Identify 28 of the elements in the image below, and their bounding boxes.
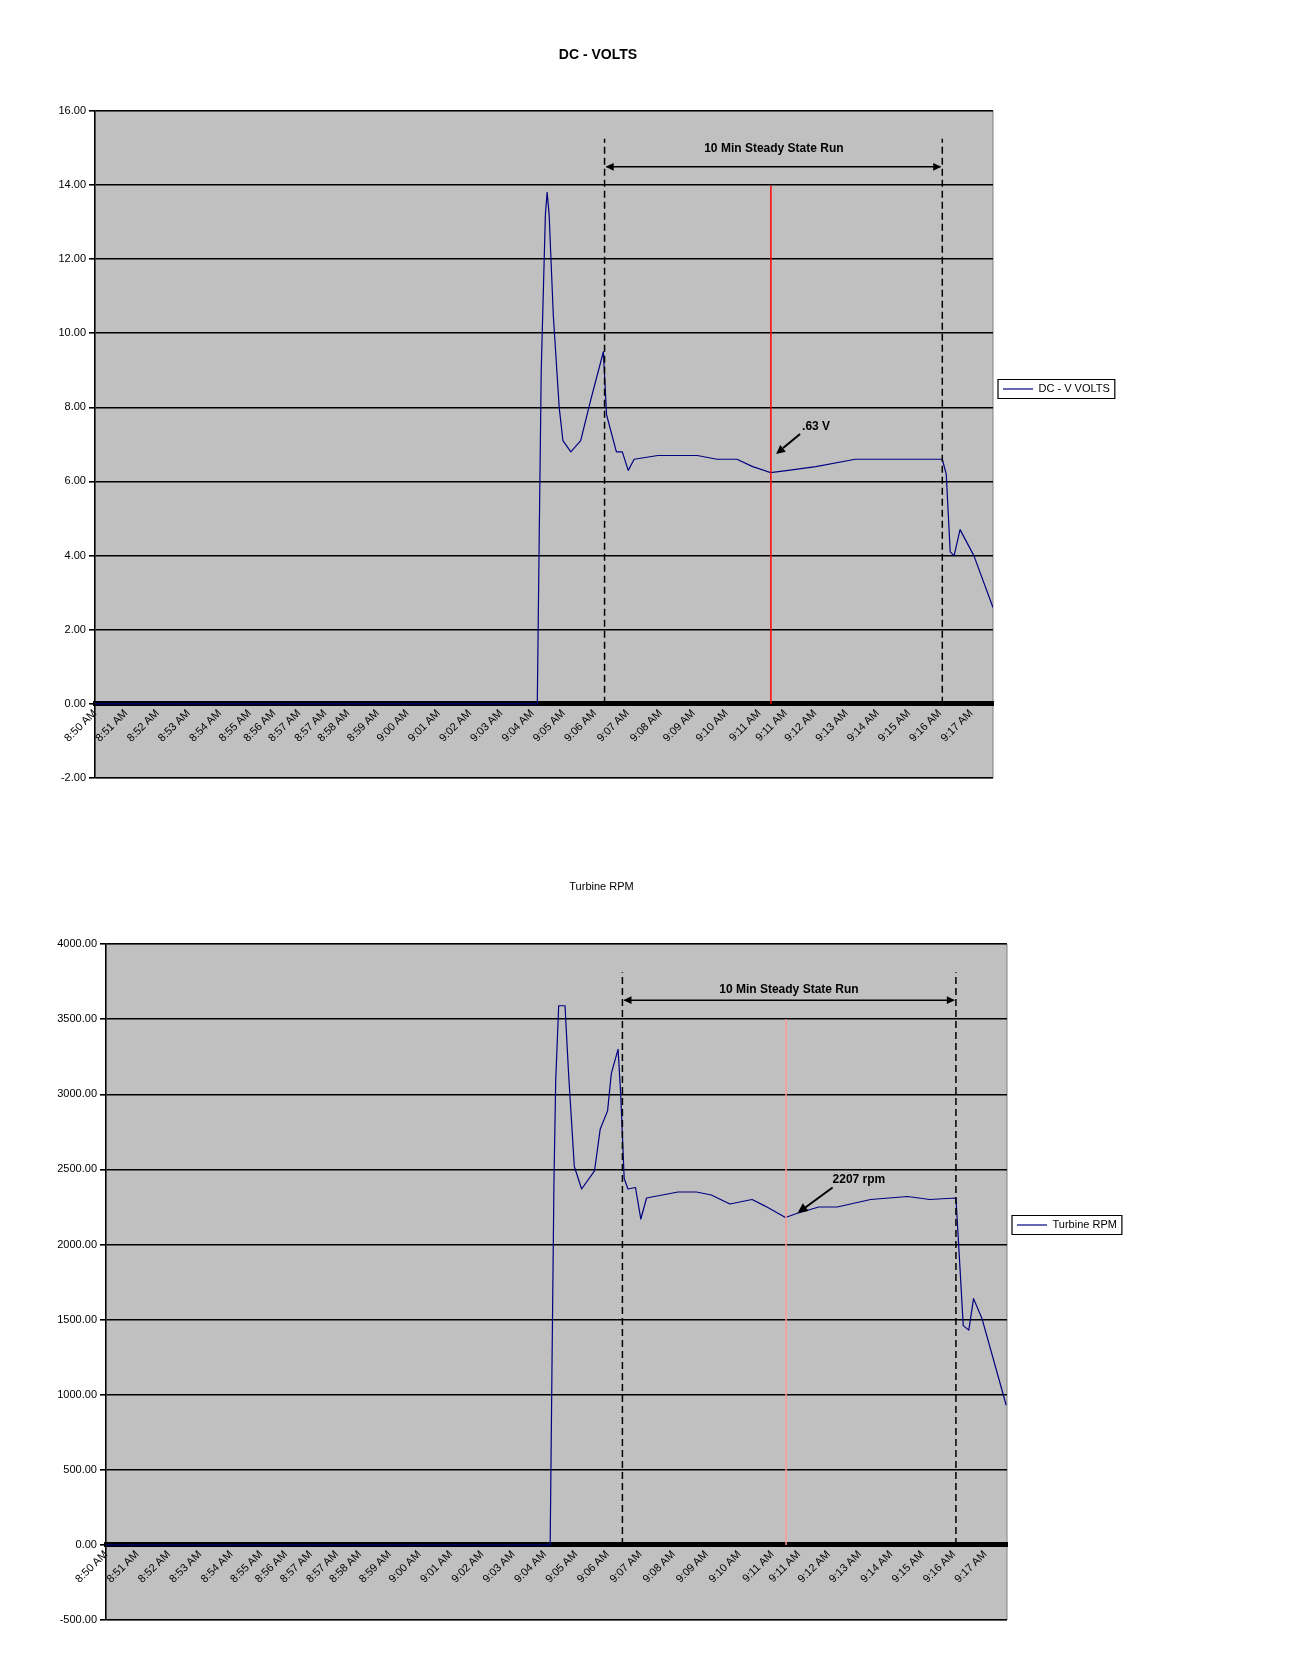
y-tick-label: 12.00 <box>58 252 86 265</box>
y-tick-label: 4000.00 <box>57 937 97 950</box>
y-tick-label: 0.00 <box>75 1537 97 1550</box>
y-tick-label: 6.00 <box>64 474 86 487</box>
annotation: 10 Min Steady State Run <box>704 141 844 156</box>
legend-label: Turbine RPM <box>1052 1218 1117 1231</box>
y-tick-label: 2000.00 <box>57 1237 97 1250</box>
legend-label: DC - V VOLTS <box>1038 382 1110 395</box>
annotation: .63 V <box>802 419 831 434</box>
y-tick-label: -2.00 <box>60 771 86 784</box>
y-tick-label: 16.00 <box>58 103 86 116</box>
y-tick-label: 1000.00 <box>57 1387 97 1400</box>
y-tick-label: 0.00 <box>64 696 86 709</box>
y-tick-label: 2500.00 <box>57 1162 97 1175</box>
chart-title: DC - VOLTS <box>558 46 638 63</box>
y-tick-label: 10.00 <box>58 326 86 339</box>
y-tick-label: 14.00 <box>58 177 86 190</box>
y-tick-label: 2.00 <box>64 622 86 635</box>
y-tick-label: 8.00 <box>64 400 86 413</box>
annotation: 10 Min Steady State Run <box>719 982 859 997</box>
y-tick-label: 4.00 <box>64 548 86 561</box>
y-tick-label: 3500.00 <box>57 1012 97 1025</box>
chart-title: Turbine RPM <box>569 879 634 892</box>
annotation: 2207 rpm <box>832 1171 886 1186</box>
y-tick-label: 500.00 <box>63 1462 97 1475</box>
y-tick-label: -500.00 <box>59 1613 97 1626</box>
y-tick-label: 3000.00 <box>57 1087 97 1100</box>
y-tick-label: 1500.00 <box>57 1312 97 1325</box>
